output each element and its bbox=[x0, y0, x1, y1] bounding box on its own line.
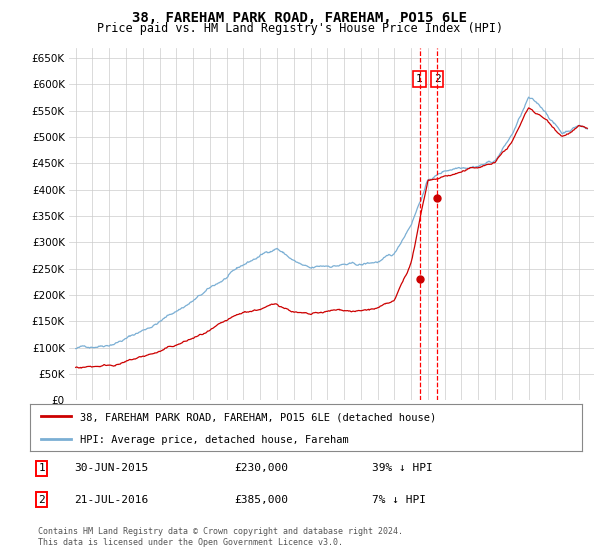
Text: Contains HM Land Registry data © Crown copyright and database right 2024.
This d: Contains HM Land Registry data © Crown c… bbox=[38, 528, 403, 547]
Text: 1: 1 bbox=[416, 74, 423, 84]
Text: 21-JUL-2016: 21-JUL-2016 bbox=[74, 495, 148, 505]
Text: £385,000: £385,000 bbox=[234, 495, 288, 505]
Text: HPI: Average price, detached house, Fareham: HPI: Average price, detached house, Fare… bbox=[80, 435, 349, 445]
Text: 38, FAREHAM PARK ROAD, FAREHAM, PO15 6LE (detached house): 38, FAREHAM PARK ROAD, FAREHAM, PO15 6LE… bbox=[80, 412, 436, 422]
Text: 2: 2 bbox=[434, 74, 440, 84]
Text: 2: 2 bbox=[38, 495, 45, 505]
Text: 7% ↓ HPI: 7% ↓ HPI bbox=[372, 495, 426, 505]
Text: 38, FAREHAM PARK ROAD, FAREHAM, PO15 6LE: 38, FAREHAM PARK ROAD, FAREHAM, PO15 6LE bbox=[133, 11, 467, 25]
Text: Price paid vs. HM Land Registry's House Price Index (HPI): Price paid vs. HM Land Registry's House … bbox=[97, 22, 503, 35]
Text: £230,000: £230,000 bbox=[234, 464, 288, 473]
Text: 30-JUN-2015: 30-JUN-2015 bbox=[74, 464, 148, 473]
Text: 39% ↓ HPI: 39% ↓ HPI bbox=[372, 464, 433, 473]
Text: 1: 1 bbox=[38, 464, 45, 473]
